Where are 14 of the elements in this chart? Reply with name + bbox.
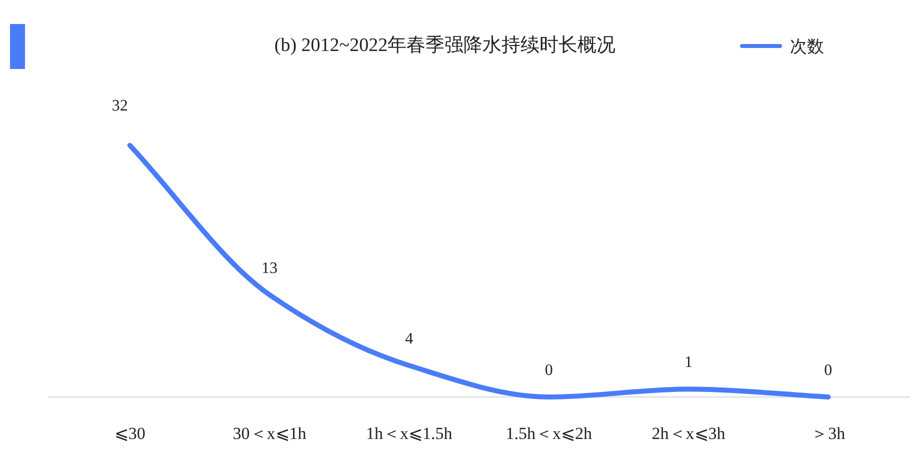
x-tick-label: 2h＜x⩽3h: [652, 424, 726, 443]
chart-title: (b) 2012~2022年春季强降水持续时长概况: [274, 35, 616, 56]
x-tick-label: ＞3h: [811, 424, 846, 443]
data-label: 4: [405, 330, 414, 348]
x-tick-label: 1.5h＜x⩽2h: [506, 424, 592, 443]
data-label: 13: [262, 260, 278, 277]
x-tick-label: ⩽30: [114, 424, 146, 443]
data-label: 1: [684, 354, 692, 372]
data-label: 32: [112, 97, 128, 114]
x-tick-label: 30＜x⩽1h: [232, 424, 307, 443]
legend-label: 次数: [790, 37, 824, 56]
data-label: 0: [824, 362, 832, 379]
x-tick-label: 1h＜x⩽1.5h: [366, 424, 453, 443]
data-label: 0: [544, 362, 553, 379]
